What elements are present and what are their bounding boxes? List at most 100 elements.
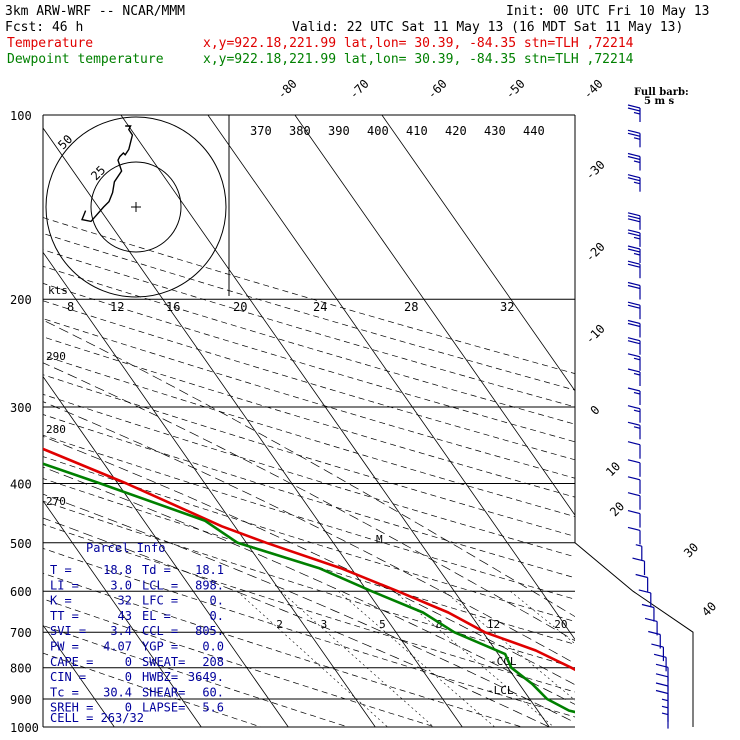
parcel-value: 3649. [188, 670, 224, 684]
wind-barb [627, 368, 641, 386]
barb-flag [655, 673, 669, 678]
hodograph-ring-label: 25 [88, 163, 108, 183]
parcel-label: PW = [50, 640, 79, 654]
theta-label: 410 [406, 124, 428, 138]
parcel-value: 60. [202, 685, 224, 699]
barb-flag [627, 104, 641, 109]
barb-flag-half [633, 372, 641, 376]
barb-flag [655, 663, 669, 668]
barb-flag [627, 526, 641, 531]
isotherm [294, 115, 575, 516]
barb-flag [627, 301, 641, 306]
wind-barb [627, 152, 641, 171]
header: 3km ARW-WRF -- NCAR/MMM Init: 00 UTC Fri… [5, 4, 710, 67]
wind-barb [627, 476, 641, 494]
wind-barb [661, 712, 669, 729]
barb-flag [627, 421, 641, 426]
dry-adiabat [43, 318, 575, 479]
wind-barbs [627, 104, 669, 729]
parcel-value: 30.4 [103, 685, 132, 699]
theta-label: 370 [250, 124, 272, 138]
barb-flag [627, 492, 641, 497]
pressure-label-800: 800 [10, 662, 32, 676]
isotherm-label: -70 [347, 77, 372, 102]
barb-flag-half [633, 236, 641, 240]
dry-adiabat [43, 598, 436, 727]
barb-flag [627, 304, 641, 309]
dry-adiabat [43, 523, 575, 693]
parcel-value: 208 [202, 655, 224, 669]
parcel-label: CAPE = [50, 655, 93, 669]
barb-flag [627, 368, 641, 373]
wind-barb [627, 459, 641, 477]
isotherm-label: -80 [275, 77, 300, 102]
isotherm-label: -20 [583, 240, 608, 265]
sounding-profiles [43, 447, 575, 714]
wind-barb [627, 510, 641, 528]
mixing-ratio-line [510, 590, 575, 645]
parcel-value: 0 [125, 701, 132, 715]
theta-label: 420 [445, 124, 467, 138]
mixing-ratio-line [338, 590, 495, 727]
hodograph-speed-label: 28 [404, 300, 418, 314]
parcel-value: 0 [125, 670, 132, 684]
barb-flag-half [633, 391, 641, 395]
mixing-ratio-label: 12 [487, 618, 500, 631]
wind-barb [627, 301, 641, 320]
mixing-ratio-label: 20 [554, 618, 567, 631]
isotherm-label: -10 [583, 322, 608, 347]
wind-barb [627, 104, 641, 122]
barb-flag-half [661, 712, 669, 716]
parcel-label: TT = [50, 609, 79, 623]
dry-adiabat [43, 249, 575, 408]
barb-flag-half [661, 698, 669, 702]
hodograph-speed-label: 16 [166, 300, 180, 314]
barb-flag [627, 405, 641, 410]
location-dewpoint: x,y=922.18,221.99 lat,lon= 30.39, -84.35… [203, 52, 634, 67]
wind-legend-title: Full barb: [634, 87, 689, 98]
barb-flag [627, 459, 641, 464]
mixing-ratio-label: 5 [379, 618, 386, 631]
wind-barb [627, 174, 641, 192]
barb-flag [627, 248, 641, 253]
barb-flag-half [661, 705, 669, 709]
barb-flag [627, 322, 641, 328]
barb-flag-half [635, 544, 642, 547]
wind-barb [627, 353, 641, 371]
wind-barb [627, 526, 641, 545]
lcl-marker: -LCL [487, 684, 514, 697]
location-temperature: x,y=922.18,221.99 lat,lon= 30.39, -84.35… [203, 36, 634, 51]
mixing-ratio-label: 3 [321, 618, 328, 631]
isotherm-label: -30 [583, 158, 608, 183]
hodograph-trace [81, 125, 134, 223]
barb-flag [651, 643, 664, 648]
isotherm [43, 251, 376, 727]
barb-flag [632, 557, 645, 562]
dry-adiabat [43, 414, 575, 579]
parcel-value: 3.4 [110, 624, 132, 638]
isotherm-label: -50 [503, 77, 528, 102]
barb-flag [627, 337, 641, 342]
barb-flag [627, 212, 641, 217]
moist-adiabat [43, 319, 575, 618]
barb-flag-half [633, 181, 641, 185]
mixing-ratio-line [280, 590, 434, 727]
legend-temperature: Temperature [7, 36, 93, 51]
wind-barb [627, 337, 641, 355]
moist-adiabat [43, 401, 575, 664]
wind-barb [655, 673, 669, 691]
parcel-value: 18.8 [103, 563, 132, 577]
wind-barb [641, 603, 655, 622]
barb-flag-half [633, 409, 641, 413]
hodograph-speed-label: 12 [110, 300, 124, 314]
series-temperature [43, 447, 575, 672]
barb-flag [627, 281, 641, 287]
hodograph-ring [90, 161, 182, 253]
barb-flag-half [633, 252, 641, 256]
isotherm [381, 115, 575, 392]
barb-flag [627, 174, 641, 179]
parcel-label: K = [50, 594, 72, 608]
valid-time: Valid: 22 UTC Sat 11 May 13 (16 MDT Sat … [292, 20, 683, 35]
barb-flag-half [633, 137, 641, 140]
